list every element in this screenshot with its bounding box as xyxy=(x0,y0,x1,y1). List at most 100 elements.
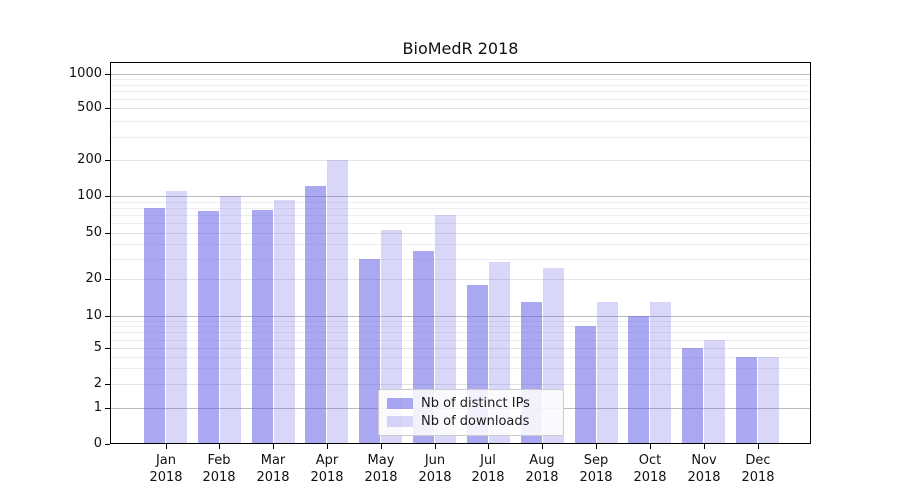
gridline-major xyxy=(110,279,811,280)
y-axis-tick-label: 5 xyxy=(93,340,102,355)
legend-label-distinct-ips: Nb of distinct IPs xyxy=(421,395,530,411)
y-tick-mark xyxy=(105,233,110,234)
x-tick-mark xyxy=(435,444,436,449)
gridline-minor xyxy=(110,137,811,138)
bar-distinct-ips xyxy=(359,258,381,444)
x-axis-tick-label-month: Jul xyxy=(480,453,496,468)
x-axis-tick-label-month: Mar xyxy=(260,453,286,468)
x-axis-tick-label-year: 2018 xyxy=(149,470,183,485)
y-tick-mark xyxy=(105,108,110,109)
x-axis-tick-label-year: 2018 xyxy=(633,470,667,485)
gridline-major xyxy=(110,108,811,109)
bar-distinct-ips xyxy=(682,348,704,444)
bar-distinct-ips xyxy=(736,356,758,444)
x-tick-mark xyxy=(166,444,167,449)
x-axis-tick-label-year: 2018 xyxy=(418,470,452,485)
y-tick-mark xyxy=(105,279,110,280)
gridline-minor xyxy=(110,259,811,260)
bar-distinct-ips xyxy=(574,326,596,444)
x-axis-tick-label-month: Jan xyxy=(155,453,177,468)
x-tick-mark xyxy=(650,444,651,449)
x-tick-mark xyxy=(219,444,220,449)
x-axis-tick-label-month: Jun xyxy=(424,453,446,468)
x-axis-tick-label-year: 2018 xyxy=(741,470,775,485)
y-tick-mark xyxy=(105,384,110,385)
x-axis-tick-label-month: Apr xyxy=(315,453,339,468)
x-axis-tick-label-year: 2018 xyxy=(310,470,344,485)
gridline-major xyxy=(110,384,811,385)
x-axis-tick-label-year: 2018 xyxy=(687,470,721,485)
y-axis-tick-label: 0 xyxy=(93,436,102,451)
x-tick-mark xyxy=(488,444,489,449)
gridline-minor xyxy=(110,99,811,100)
gridline-minor xyxy=(110,85,811,86)
y-axis-tick-label: 1000 xyxy=(68,66,102,81)
bar-downloads xyxy=(435,215,457,444)
y-axis-tick-label: 20 xyxy=(85,271,102,286)
gridline-minor xyxy=(110,321,811,322)
bar-distinct-ips xyxy=(628,316,650,444)
y-axis-tick-label: 2 xyxy=(93,376,102,391)
gridline-minor xyxy=(110,244,811,245)
x-axis-tick-label-month: May xyxy=(367,453,395,468)
y-axis-tick-label: 50 xyxy=(85,225,102,240)
gridline-minor xyxy=(110,121,811,122)
bar-downloads xyxy=(596,301,618,444)
x-tick-mark xyxy=(704,444,705,449)
x-axis-tick-label-month: Oct xyxy=(638,453,662,468)
bar-distinct-ips xyxy=(197,211,219,444)
x-axis-tick-label-year: 2018 xyxy=(471,470,505,485)
y-tick-mark xyxy=(105,316,110,317)
legend-item-downloads: Nb of downloads xyxy=(387,414,555,429)
bar-downloads xyxy=(650,301,672,444)
bar-downloads xyxy=(327,159,349,444)
bar-downloads xyxy=(704,339,726,444)
gridline-minor xyxy=(110,202,811,203)
gridline-major xyxy=(110,233,811,234)
y-axis-tick-label: 500 xyxy=(77,100,102,115)
bar-distinct-ips xyxy=(144,207,165,444)
gridline-minor xyxy=(110,340,811,341)
x-tick-mark xyxy=(381,444,382,449)
legend-label-downloads: Nb of downloads xyxy=(421,414,530,430)
legend-item-distinct-ips: Nb of distinct IPs xyxy=(387,396,555,411)
chart-title: BioMedR 2018 xyxy=(402,39,519,58)
y-axis-tick-label: 10 xyxy=(85,308,102,323)
legend-swatch-downloads xyxy=(387,416,413,428)
gridline-minor xyxy=(110,215,811,216)
x-axis-tick-label-month: Feb xyxy=(207,453,231,468)
x-axis-tick-label-year: 2018 xyxy=(525,470,559,485)
y-axis-tick-label: 100 xyxy=(77,188,102,203)
gridline-minor xyxy=(110,223,811,224)
legend-swatch-distinct-ips xyxy=(387,397,413,409)
bar-downloads xyxy=(219,196,241,444)
gridline-minor xyxy=(110,326,811,327)
bar-distinct-ips xyxy=(305,186,327,444)
gridline-minor xyxy=(110,357,811,358)
x-axis-tick-label-month: Nov xyxy=(691,453,717,468)
y-tick-mark xyxy=(105,196,110,197)
x-axis-tick-label-month: Aug xyxy=(529,453,555,468)
y-tick-mark xyxy=(105,444,110,445)
x-axis-tick-label-year: 2018 xyxy=(364,470,398,485)
gridline-major xyxy=(110,160,811,161)
x-axis-tick-label-year: 2018 xyxy=(202,470,236,485)
x-axis-tick-label-year: 2018 xyxy=(579,470,613,485)
bar-downloads xyxy=(166,190,187,444)
gridline-major xyxy=(110,196,811,197)
x-axis-tick-label-year: 2018 xyxy=(256,470,290,485)
gridline-minor xyxy=(110,208,811,209)
gridline-minor xyxy=(110,91,811,92)
y-tick-mark xyxy=(105,74,110,75)
x-tick-mark xyxy=(273,444,274,449)
x-tick-mark xyxy=(542,444,543,449)
y-tick-mark xyxy=(105,160,110,161)
x-tick-mark xyxy=(596,444,597,449)
y-axis-tick-label: 1 xyxy=(93,400,102,415)
y-tick-mark xyxy=(105,348,110,349)
x-tick-mark xyxy=(327,444,328,449)
y-tick-mark xyxy=(105,408,110,409)
gridline-minor xyxy=(110,332,811,333)
gridline-minor xyxy=(110,79,811,80)
